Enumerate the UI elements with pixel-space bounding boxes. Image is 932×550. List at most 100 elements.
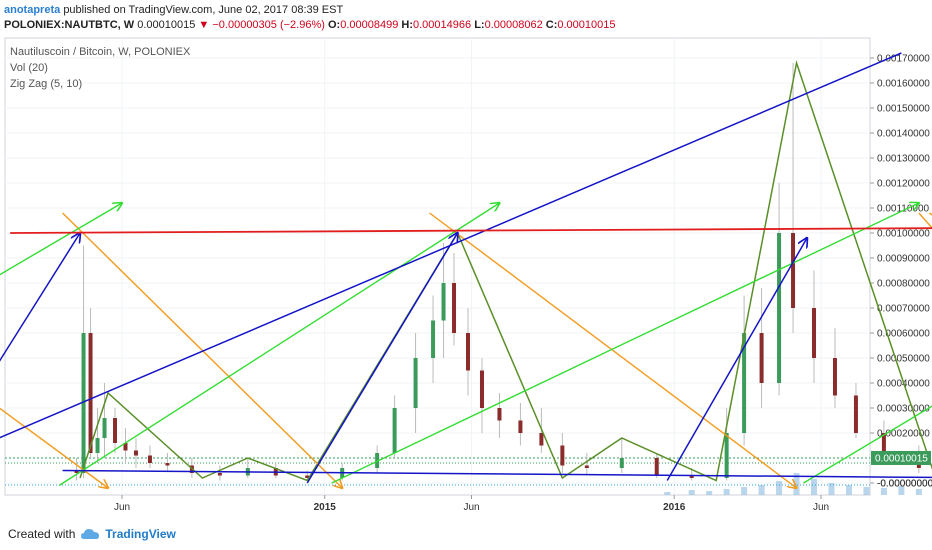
x-tick-label: 2016 bbox=[663, 502, 686, 513]
green-trend-line bbox=[0, 203, 122, 276]
candle-body bbox=[147, 455, 152, 463]
candle-body bbox=[560, 445, 565, 466]
low-value: 0.00008062 bbox=[484, 19, 543, 31]
candle-body bbox=[724, 433, 729, 478]
candle-body bbox=[654, 458, 659, 476]
orange-trend-line bbox=[0, 407, 108, 488]
publish-info: published on TradingView.com, June 02, 2… bbox=[63, 4, 344, 16]
y-tick-label: 0.00050000 bbox=[877, 354, 930, 365]
volume-bar bbox=[758, 485, 765, 495]
candle-body bbox=[791, 233, 796, 308]
chart-legend: Nautiluscoin / Bitcoin, W, POLONIEX Vol … bbox=[10, 44, 190, 92]
close-value: 0.00010015 bbox=[557, 19, 616, 31]
green-trend-line bbox=[58, 203, 499, 487]
current-price-label-bg bbox=[871, 450, 931, 465]
candle-body bbox=[88, 333, 93, 453]
candle-body bbox=[217, 473, 222, 476]
x-tick-label: Jun bbox=[114, 502, 130, 513]
y-tick-label: 0.00060000 bbox=[877, 329, 930, 340]
volume-bar bbox=[776, 481, 783, 495]
candle-body bbox=[881, 433, 886, 453]
price-change: ▼ −0.00000305 (−2.96%) bbox=[198, 19, 325, 31]
x-tick-label: Jun bbox=[463, 502, 479, 513]
x-tick-label: Jun bbox=[813, 502, 829, 513]
high-value: 0.00014966 bbox=[413, 19, 472, 31]
candle-body bbox=[305, 475, 310, 478]
y-tick-label: 0.00160000 bbox=[877, 79, 930, 90]
candle-body bbox=[759, 333, 764, 383]
y-tick-label: 0.00080000 bbox=[877, 279, 930, 290]
y-tick-label: 0.00100000 bbox=[877, 229, 930, 240]
current-price-label: 0.00010015 bbox=[875, 453, 928, 464]
y-tick-label: 0.00140000 bbox=[877, 129, 930, 140]
volume-bar bbox=[664, 492, 671, 495]
volume-bar bbox=[828, 483, 835, 495]
candle-body bbox=[413, 358, 418, 408]
tradingview-cloud-icon bbox=[81, 529, 100, 539]
blue-trend-line bbox=[306, 233, 457, 484]
candle-body bbox=[133, 450, 138, 456]
x-tick-label: 2015 bbox=[314, 502, 337, 513]
y-tick-label: 0.00070000 bbox=[877, 304, 930, 315]
blue-trend-line bbox=[0, 233, 80, 362]
legend-title: Nautiluscoin / Bitcoin, W, POLONIEX bbox=[10, 46, 191, 58]
candle-body bbox=[392, 408, 397, 453]
volume-bar bbox=[706, 491, 713, 495]
volume-bar bbox=[880, 488, 887, 495]
candle-body bbox=[102, 418, 107, 438]
candle-body bbox=[431, 320, 436, 358]
zigzag-line bbox=[79, 60, 932, 482]
price-chart[interactable]: 0.00170000 0.00160000 0.00150000 0.00140000… bbox=[0, 36, 932, 520]
y-tick-label: 0.00120000 bbox=[877, 179, 930, 190]
y-tick-label: 0.00090000 bbox=[877, 254, 930, 265]
close-label: C: bbox=[545, 19, 558, 31]
candle-body bbox=[742, 333, 747, 433]
y-tick-label: 0.00110000 bbox=[877, 204, 930, 215]
red-resistance-line bbox=[10, 227, 932, 234]
candle-body bbox=[689, 475, 694, 478]
candle-body bbox=[95, 438, 100, 453]
candle-body bbox=[441, 283, 446, 321]
candle-body bbox=[452, 283, 457, 333]
open-label: O: bbox=[327, 19, 341, 31]
volume-bar bbox=[741, 487, 748, 495]
candle-body bbox=[81, 333, 86, 473]
y-tick-label: 0.00020000 bbox=[877, 429, 930, 440]
volume-bar bbox=[688, 490, 695, 495]
y-tick-label: 0.00150000 bbox=[877, 104, 930, 115]
publish-line: anotapreta published on TradingView.com,… bbox=[4, 4, 343, 16]
y-tick-label: 0.00030000 bbox=[877, 404, 930, 415]
legend-zigzag: Zig Zag (5, 10) bbox=[10, 78, 83, 90]
created-with-label: Created with bbox=[8, 527, 76, 541]
candle-body bbox=[375, 453, 380, 468]
y-tick-label: -0.00000000 bbox=[877, 479, 932, 490]
footer: Created with TradingView bbox=[8, 527, 176, 541]
y-tick-label: 0.00130000 bbox=[877, 154, 930, 165]
candle-body bbox=[832, 358, 837, 396]
green-trend-line bbox=[803, 405, 932, 484]
blue-trend-line bbox=[62, 469, 932, 479]
last-price: 0.00010015 bbox=[137, 19, 196, 31]
volume-bar bbox=[723, 489, 730, 495]
volume-bar bbox=[863, 487, 870, 495]
candle-body bbox=[777, 233, 782, 383]
candle-body bbox=[518, 420, 523, 433]
author-link[interactable]: anotapreta bbox=[4, 4, 61, 16]
candle-body bbox=[853, 395, 858, 433]
candle-body bbox=[479, 370, 484, 408]
candle-body bbox=[539, 433, 544, 446]
low-label: L: bbox=[474, 19, 485, 31]
legend-volume: Vol (20) bbox=[10, 62, 48, 74]
open-value: 0.00008499 bbox=[340, 19, 399, 31]
green-trend-line bbox=[331, 203, 919, 484]
candle-body bbox=[812, 308, 817, 358]
candle-body bbox=[113, 418, 118, 443]
candle-body bbox=[497, 408, 502, 421]
volume-bar bbox=[915, 489, 922, 495]
volume-bar bbox=[811, 479, 818, 495]
orange-trend-line bbox=[429, 212, 797, 488]
blue-trend-line bbox=[0, 52, 902, 439]
candle-body bbox=[584, 465, 589, 468]
tradingview-logo-text[interactable]: TradingView bbox=[105, 527, 176, 541]
candle-body bbox=[123, 443, 128, 451]
